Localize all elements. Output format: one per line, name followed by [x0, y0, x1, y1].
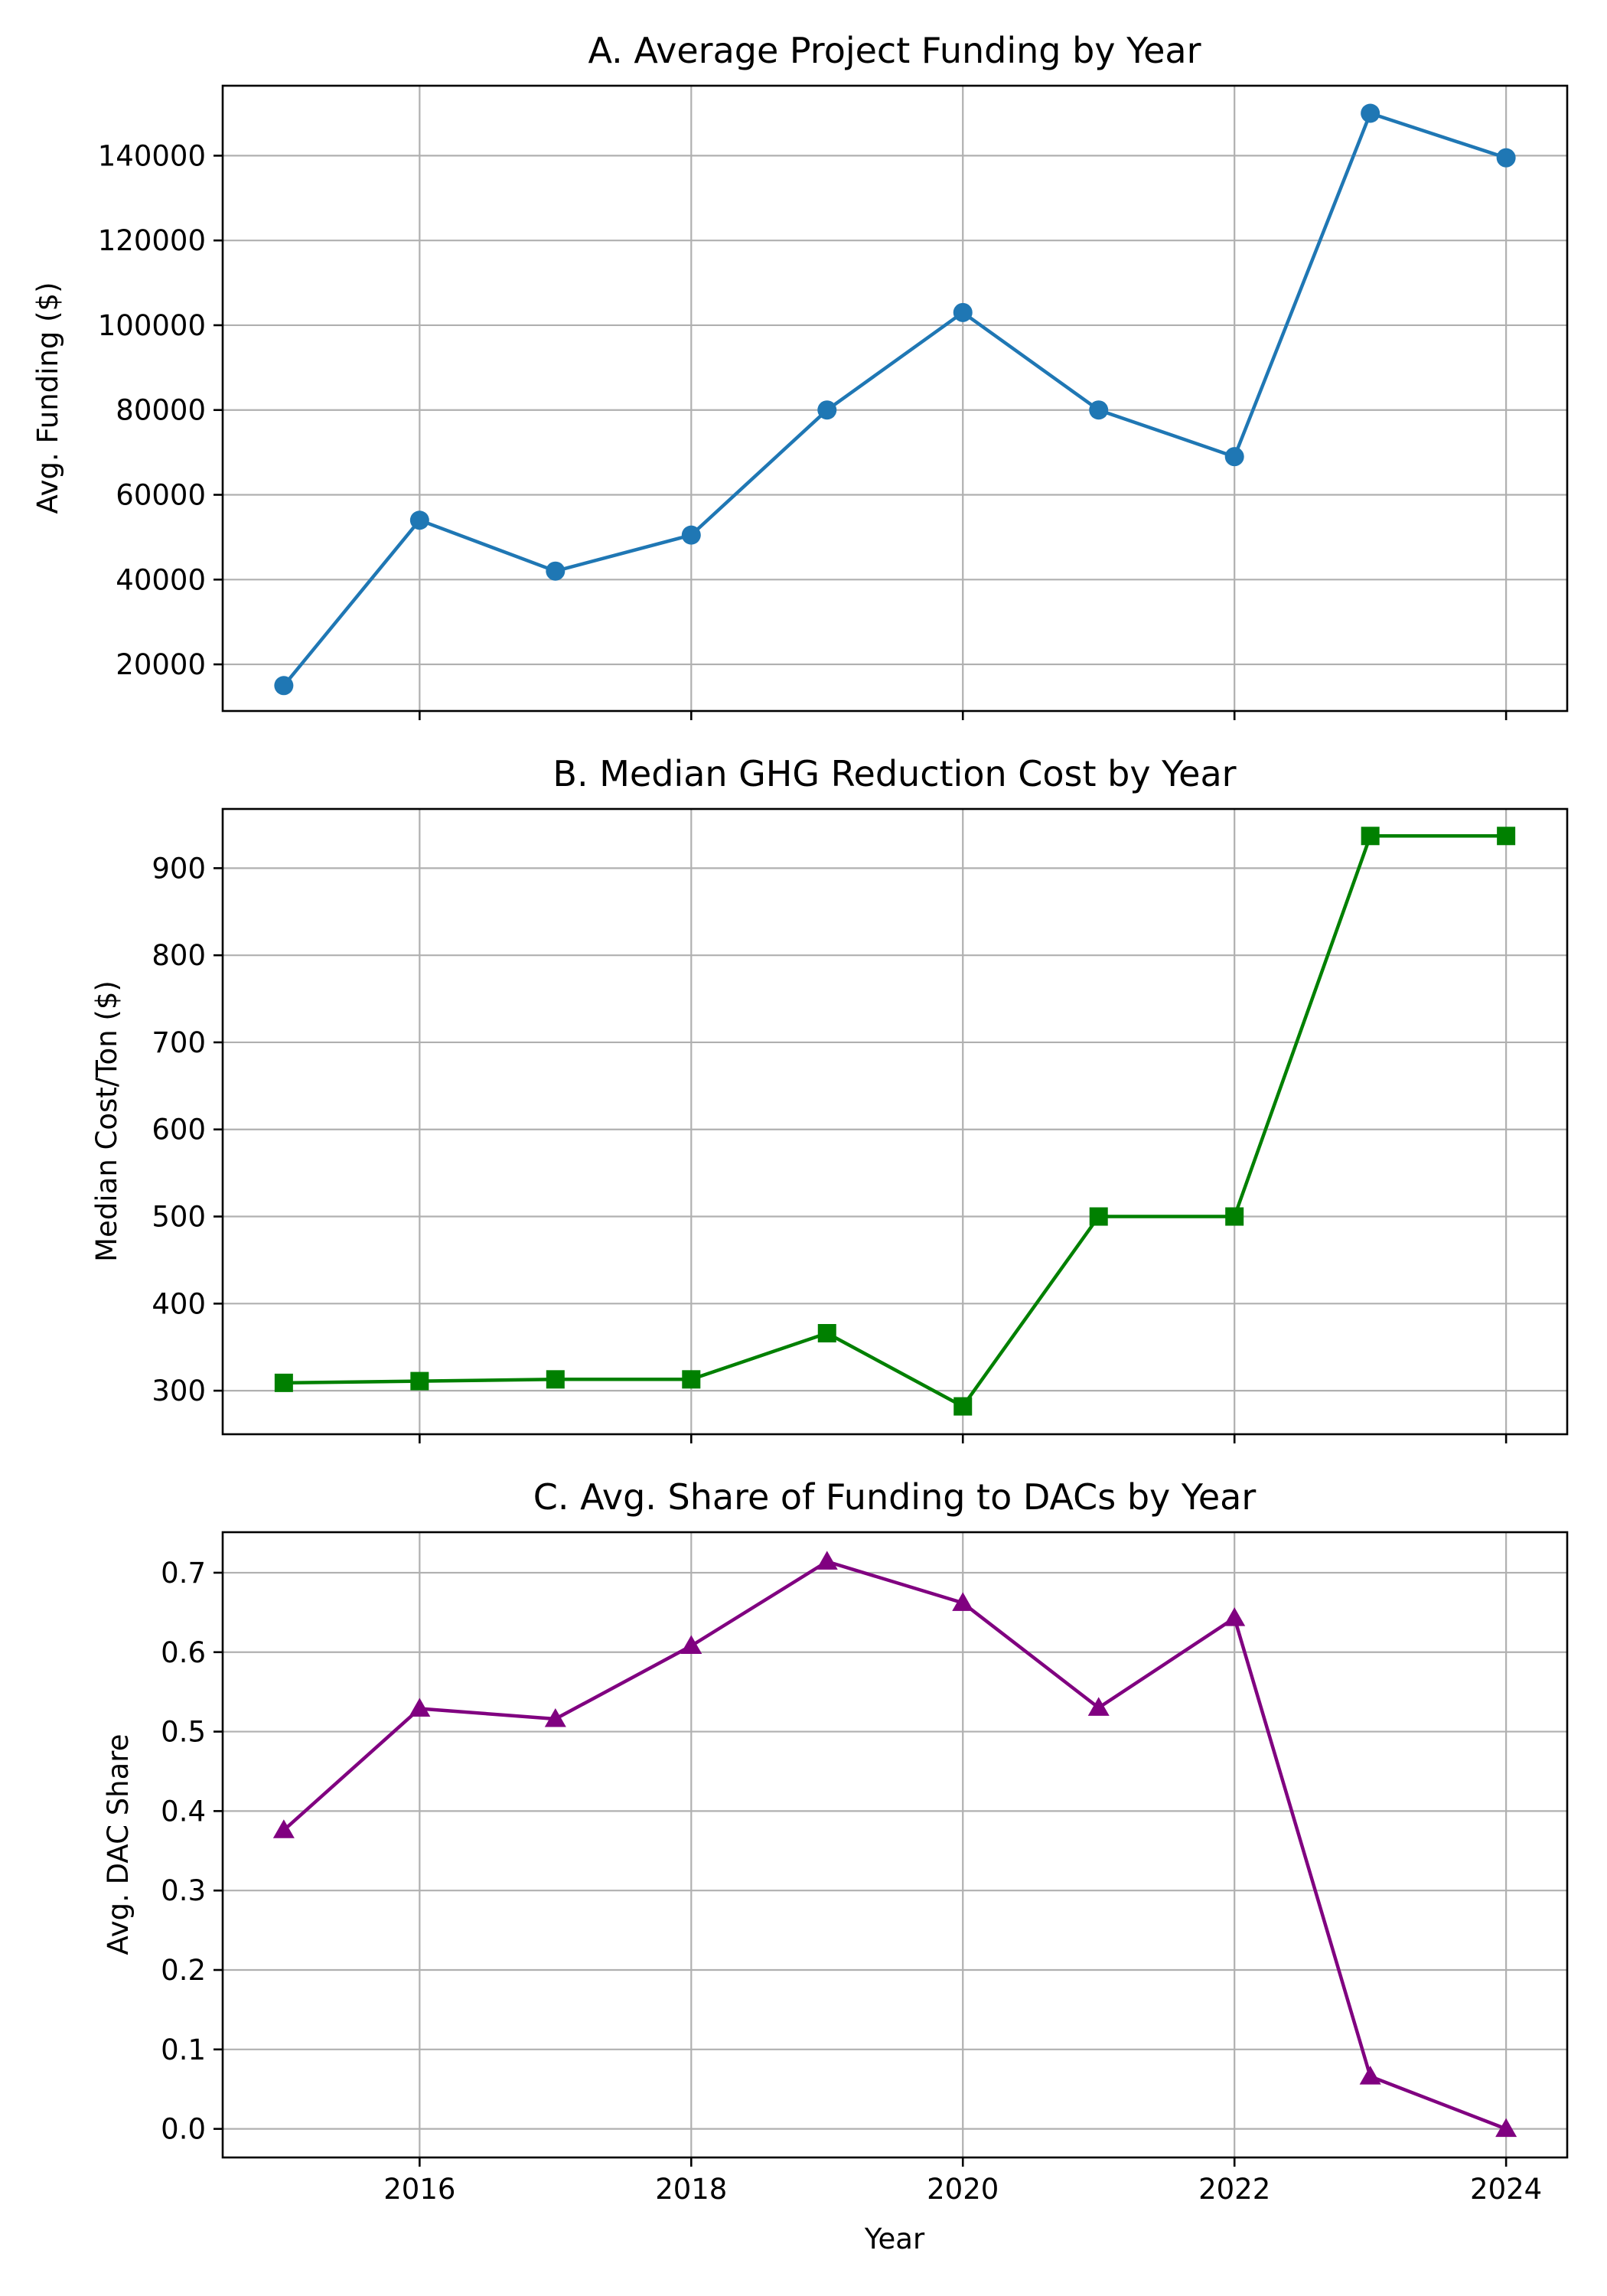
- panel-a: A. Average Project Funding by Year 20000…: [31, 30, 1569, 720]
- panel-a-point-2021: [1089, 400, 1109, 420]
- panel-c-point-2018: [680, 1635, 702, 1654]
- panel-b-ytick-label: 300: [152, 1375, 206, 1407]
- panel-b-point-2023: [1361, 827, 1380, 846]
- panel-a-point-2015: [274, 676, 294, 696]
- panel-c-point-2022: [1224, 1607, 1246, 1626]
- panel-b-y-axis-label: Median Cost/Ton ($): [90, 980, 123, 1262]
- panel-a-ytick-label: 80000: [116, 394, 206, 427]
- panel-a-ytick-label: 20000: [116, 648, 206, 681]
- panel-c-grid: [223, 1532, 1567, 2157]
- panel-c-point-2019: [816, 1551, 838, 1570]
- panel-b-point-2016: [410, 1371, 429, 1391]
- panel-c-frame: [221, 1531, 1569, 2159]
- panel-a-ytick-label: 60000: [116, 479, 206, 512]
- panel-a-ticks: 20000 40000 60000 80000 100000 120000 140000: [98, 139, 1508, 720]
- panel-c-point-2015: [272, 1819, 295, 1838]
- panel-c-point-2017: [544, 1707, 566, 1727]
- panel-c-x-axis-label: Year: [864, 2223, 925, 2255]
- panel-b-point-2019: [817, 1324, 836, 1343]
- panel-c-ytick-label: 0.4: [161, 1795, 206, 1828]
- panel-b-point-2018: [682, 1370, 701, 1389]
- panel-c-ytick-label: 0.7: [161, 1557, 206, 1590]
- panel-b-point-2017: [546, 1370, 565, 1389]
- panel-c-ytick-label: 0.6: [161, 1636, 206, 1669]
- panel-b-ytick-label: 400: [152, 1287, 206, 1320]
- panel-a-ytick-label: 100000: [98, 309, 206, 342]
- panel-a-point-2019: [817, 400, 837, 420]
- panel-b-point-2024: [1497, 827, 1516, 846]
- panel-b-ytick-label: 600: [152, 1114, 206, 1146]
- panel-b-grid: [223, 809, 1567, 1434]
- panel-a-point-2017: [546, 561, 566, 581]
- panel-c-point-2024: [1495, 2118, 1517, 2138]
- panel-a-ytick-label: 40000: [116, 563, 206, 596]
- panel-c-ticks: 2016 2018 2020 2022 2024 0.0 0.1 0.2 0.3 0.4 0.5 0.…: [161, 1557, 1542, 2206]
- panel-b-ytick-label: 800: [152, 939, 206, 972]
- panel-c-series: [272, 1551, 1517, 2138]
- panel-c-y-axis-label: Avg. DAC Share: [102, 1734, 135, 1955]
- panel-b-point-2015: [274, 1373, 293, 1392]
- panel-c-xtick-label: 2018: [655, 2173, 727, 2206]
- panel-c-xtick-label: 2016: [383, 2173, 455, 2206]
- panel-a-title: A. Average Project Funding by Year: [588, 30, 1201, 71]
- panel-b-ytick-label: 700: [152, 1026, 206, 1059]
- panel-a-grid: [223, 86, 1567, 711]
- panel-a-frame: [221, 84, 1569, 713]
- panel-b-point-2022: [1225, 1207, 1244, 1226]
- panel-b-series-line: [283, 834, 1507, 1408]
- panel-c-xtick-label: 2024: [1470, 2173, 1542, 2206]
- panel-c-xtick-label: 2020: [927, 2173, 999, 2206]
- panel-c-ytick-label: 0.3: [161, 1874, 206, 1907]
- panel-a-ytick-label: 120000: [98, 224, 206, 257]
- panel-b-ticks: 300 400 500 600 700 800 900: [152, 852, 1508, 1443]
- panel-b-frame: [221, 807, 1569, 1436]
- panel-c-point-2021: [1087, 1697, 1110, 1716]
- panel-c-series-line: [282, 1560, 1507, 2131]
- panel-a-point-2024: [1496, 148, 1516, 168]
- panel-a-y-axis-label: Avg. Funding ($): [31, 282, 64, 514]
- panel-a-point-2016: [409, 510, 429, 530]
- panel-b-point-2020: [953, 1397, 973, 1416]
- panel-a-series-line: [282, 111, 1507, 687]
- panel-a-point-2023: [1361, 103, 1380, 123]
- panel-b-ytick-label: 900: [152, 852, 206, 885]
- panel-c-xtick-label: 2022: [1198, 2173, 1270, 2206]
- panel-c-ytick-label: 0.0: [161, 2113, 206, 2146]
- panel-c-ytick-label: 0.2: [161, 1954, 206, 1987]
- panel-a-ytick-label: 140000: [98, 139, 206, 172]
- panel-a-point-2020: [953, 302, 973, 322]
- panel-b-point-2021: [1089, 1207, 1108, 1226]
- panel-a-point-2022: [1224, 447, 1244, 467]
- panel-b-ytick-label: 500: [152, 1201, 206, 1234]
- panel-c-point-2023: [1359, 2066, 1381, 2085]
- panel-c-ytick-label: 0.1: [161, 2033, 206, 2066]
- panel-c-ytick-label: 0.5: [161, 1716, 206, 1749]
- panel-b: B. Median GHG Reduction Cost by Year 300…: [90, 753, 1569, 1443]
- panel-a-point-2018: [681, 525, 701, 545]
- panel-c: C. Avg. Share of Funding to DACs by Year…: [102, 1476, 1569, 2255]
- panel-a-series: [274, 103, 1516, 696]
- panel-b-series: [274, 827, 1516, 1416]
- panel-c-title: C. Avg. Share of Funding to DACs by Year: [533, 1476, 1257, 1518]
- panel-c-point-2020: [952, 1592, 974, 1611]
- panel-c-point-2016: [409, 1698, 431, 1717]
- panel-b-title: B. Median GHG Reduction Cost by Year: [553, 753, 1236, 794]
